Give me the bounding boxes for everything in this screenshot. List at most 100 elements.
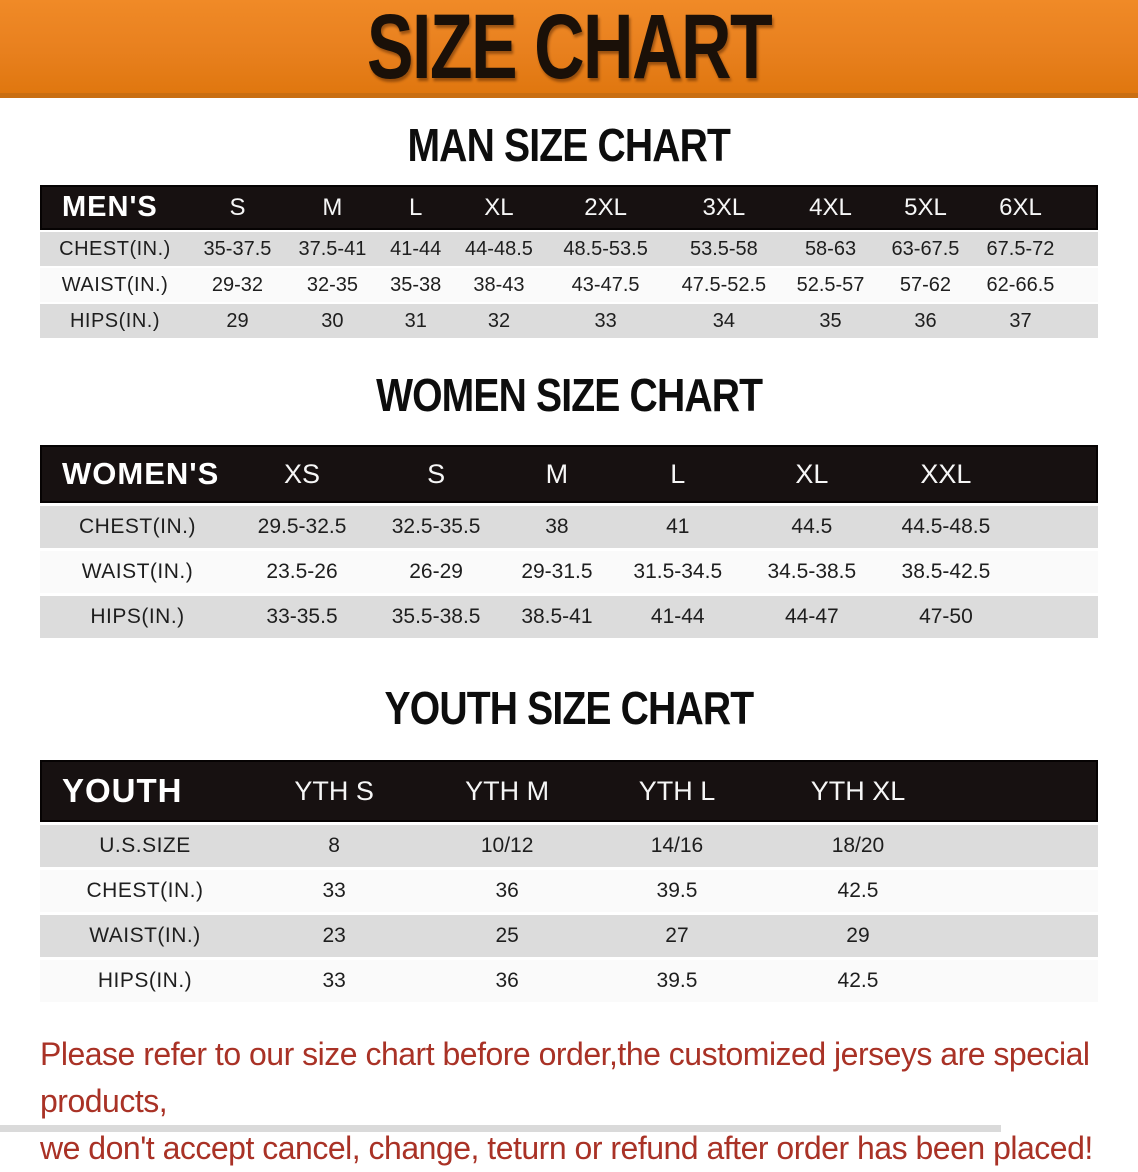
men-size-value-cell: 57-62 [878,268,973,302]
youth-size-value-cell: 25 [418,915,596,957]
women-row-label: CHEST(IN.) [40,506,235,548]
men-size-value-cell: 52.5-57 [783,268,878,302]
youth-section-title: YOUTH SIZE CHART [0,685,1138,731]
women-size-header-cell: S [369,445,504,503]
men-size-value-cell: 48.5-53.5 [546,232,665,266]
men-row-label: HIPS(IN.) [40,304,190,338]
women-header-row: WOMEN'S XS S M L XL XXL [40,445,1098,503]
youth-size-header-cell: YTH XL [757,760,958,822]
youth-size-value-cell: 42.5 [757,870,958,912]
men-size-header-cell: 3XL [664,185,784,230]
youth-row-label: U.S.SIZE [40,825,250,867]
women-size-value-cell: 34.5-38.5 [744,551,879,593]
youth-size-value-cell: 29 [757,915,958,957]
women-size-header-cell: M [503,445,611,503]
women-row-spacer [1013,506,1098,548]
youth-row-spacer [958,915,1098,957]
men-measure-row: CHEST(IN.) 35-37.5 37.5-41 41-44 44-48.5 48.5… [40,232,1098,266]
youth-size-value-cell: 36 [418,960,596,1002]
women-row-label: HIPS(IN.) [40,596,235,638]
youth-measure-row: U.S.SIZE 8 10/12 14/16 18/20 [40,825,1098,867]
youth-size-table: YOUTH YTH S YTH M YTH L YTH XL U.S.SIZE 8 10/12… [40,757,1098,1005]
youth-row-spacer [958,825,1098,867]
women-size-value-cell: 38.5-42.5 [878,551,1013,593]
women-size-value-cell: 32.5-35.5 [369,506,504,548]
men-size-value-cell: 33 [546,304,665,338]
men-size-header-cell: L [379,185,452,230]
men-row-label: WAIST(IN.) [40,268,190,302]
women-row-spacer [1013,596,1098,638]
women-size-table: WOMEN'S XS S M L XL XXL CHEST(IN.) 29.5-32.5 32.5… [40,442,1098,641]
men-size-value-cell: 30 [284,304,380,338]
men-section-title: MAN SIZE CHART [0,122,1138,168]
women-measure-row: CHEST(IN.) 29.5-32.5 32.5-35.5 38 41 44.5 44.5… [40,506,1098,548]
women-size-value-cell: 44-47 [744,596,879,638]
youth-size-header-cell: YTH L [596,760,758,822]
women-size-value-cell: 44.5-48.5 [878,506,1013,548]
women-size-value-cell: 33-35.5 [235,596,370,638]
women-size-value-cell: 41 [610,506,745,548]
men-size-value-cell: 43-47.5 [546,268,665,302]
men-size-header-cell: XL [451,185,547,230]
women-header-spacer [1013,445,1098,503]
men-size-value-cell: 58-63 [783,232,878,266]
youth-size-value-cell: 23 [250,915,419,957]
men-size-header-cell: 5XL [878,185,973,230]
youth-size-value-cell: 14/16 [596,825,758,867]
men-size-value-cell: 32-35 [284,268,380,302]
youth-size-value-cell: 33 [250,960,419,1002]
women-row-label: WAIST(IN.) [40,551,235,593]
youth-size-value-cell: 36 [418,870,596,912]
youth-size-table-container: YOUTH YTH S YTH M YTH L YTH XL U.S.SIZE 8 10/12… [40,757,1098,1005]
banner-title: SIZE CHART [366,0,773,98]
men-size-header-cell: 4XL [783,185,878,230]
youth-measure-row: HIPS(IN.) 33 36 39.5 42.5 [40,960,1098,1002]
youth-size-value-cell: 8 [250,825,419,867]
women-size-value-cell: 26-29 [369,551,504,593]
youth-row-spacer [958,870,1098,912]
women-size-header-cell: XS [235,445,370,503]
disclaimer-line-2: we don't accept cancel, change, teturn o… [40,1130,1093,1166]
men-size-value-cell: 53.5-58 [664,232,784,266]
women-section: WOMEN SIZE CHART WOMEN'S XS S M L XL XXL CHEST(… [0,372,1138,641]
women-size-value-cell: 31.5-34.5 [610,551,745,593]
men-size-value-cell: 34 [664,304,784,338]
men-size-value-cell: 35-38 [379,268,452,302]
men-group-label: MEN'S [40,185,190,230]
women-size-value-cell: 41-44 [610,596,745,638]
men-row-spacer [1068,304,1098,338]
men-row-label: CHEST(IN.) [40,232,190,266]
women-size-table-container: WOMEN'S XS S M L XL XXL CHEST(IN.) 29.5-32.5 32.5… [40,442,1098,641]
men-size-value-cell: 32 [451,304,547,338]
men-size-value-cell: 41-44 [379,232,452,266]
youth-size-value-cell: 42.5 [757,960,958,1002]
women-size-value-cell: 38.5-41 [503,596,611,638]
disclaimer-line-1: Please refer to our size chart before or… [40,1036,1090,1119]
youth-size-value-cell: 39.5 [596,960,758,1002]
youth-header-spacer [958,760,1098,822]
banner: SIZE CHART [0,0,1138,98]
men-size-value-cell: 38-43 [451,268,547,302]
women-size-header-cell: L [610,445,745,503]
women-size-header-cell: XL [744,445,879,503]
men-size-value-cell: 63-67.5 [878,232,973,266]
youth-section: YOUTH SIZE CHART YOUTH YTH S YTH M YTH L YTH… [0,685,1138,1005]
disclaimer: Please refer to our size chart before or… [0,1031,1138,1172]
men-size-value-cell: 44-48.5 [451,232,547,266]
men-size-header-cell: S [190,185,285,230]
women-row-spacer [1013,551,1098,593]
men-size-header-cell: M [284,185,380,230]
men-header-spacer [1068,185,1098,230]
youth-row-label: CHEST(IN.) [40,870,250,912]
men-measure-row: HIPS(IN.) 29 30 31 32 33 34 35 36 37 [40,304,1098,338]
men-size-value-cell: 29 [190,304,285,338]
men-size-value-cell: 36 [878,304,973,338]
women-size-value-cell: 29-31.5 [503,551,611,593]
women-size-value-cell: 35.5-38.5 [369,596,504,638]
youth-header-row: YOUTH YTH S YTH M YTH L YTH XL [40,760,1098,822]
youth-size-header-cell: YTH M [418,760,596,822]
youth-size-value-cell: 39.5 [596,870,758,912]
youth-group-label: YOUTH [40,760,250,822]
men-size-value-cell: 35-37.5 [190,232,285,266]
